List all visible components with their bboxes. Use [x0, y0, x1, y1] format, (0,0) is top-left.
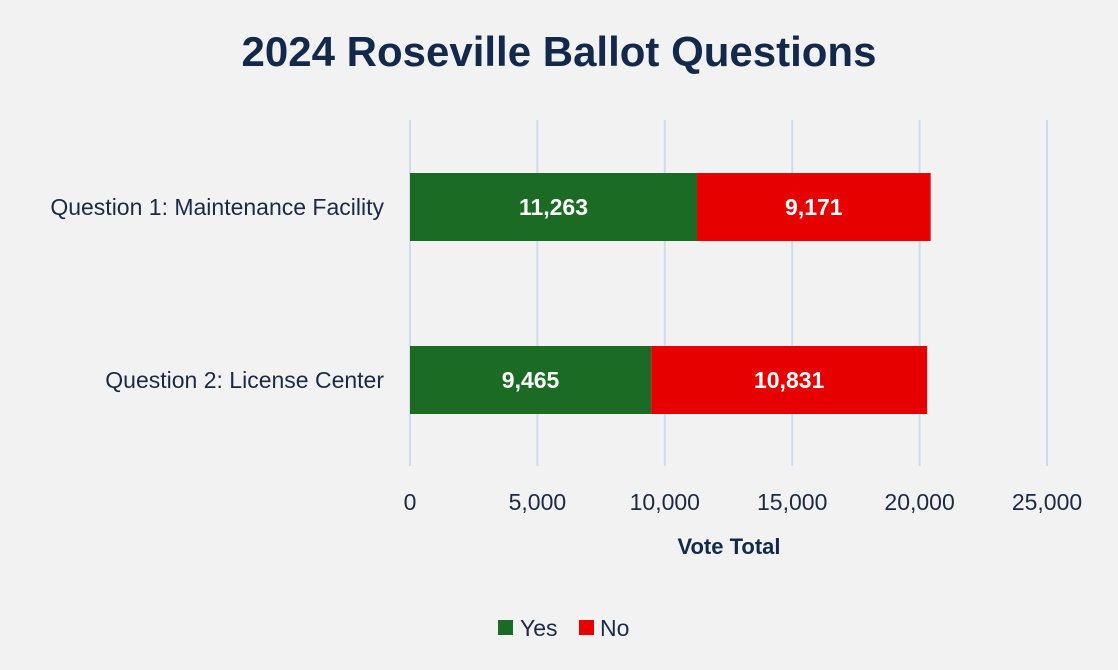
x-axis-title: Vote Total	[677, 534, 780, 559]
bar-value-label: 11,263	[519, 194, 588, 220]
bar-no-1	[696, 173, 931, 241]
bars: 11,263 9,171 9,465 10,831	[410, 173, 931, 414]
x-tick-label: 0	[404, 489, 417, 515]
legend: Yes No	[498, 615, 629, 641]
bar-value-label: 10,831	[754, 367, 825, 393]
legend-label-no: No	[600, 615, 629, 641]
legend-label-yes: Yes	[520, 615, 558, 641]
bar-no-2	[651, 346, 928, 414]
bar-value-label: 9,465	[502, 367, 560, 393]
bar-value-label: 9,171	[785, 194, 843, 220]
legend-swatch-no	[579, 620, 594, 635]
category-label: Question 2: License Center	[105, 367, 384, 393]
category-labels: Question 1: Maintenance Facility Question…	[50, 194, 384, 393]
bar-yes-2	[410, 346, 652, 414]
category-label: Question 1: Maintenance Facility	[50, 194, 384, 220]
x-tick-label: 25,000	[1012, 489, 1082, 515]
x-tick-label: 10,000	[630, 489, 700, 515]
x-tick-label: 5,000	[509, 489, 567, 515]
gridlines	[409, 120, 1048, 466]
legend-swatch-yes	[498, 620, 513, 635]
x-tick-label: 20,000	[884, 489, 954, 515]
chart-title: 2024 Roseville Ballot Questions	[242, 28, 877, 75]
x-tick-label: 15,000	[757, 489, 827, 515]
bar-yes-1	[410, 173, 697, 241]
x-axis-ticks: 0 5,000 10,000 15,000 20,000 25,000	[404, 489, 1083, 515]
